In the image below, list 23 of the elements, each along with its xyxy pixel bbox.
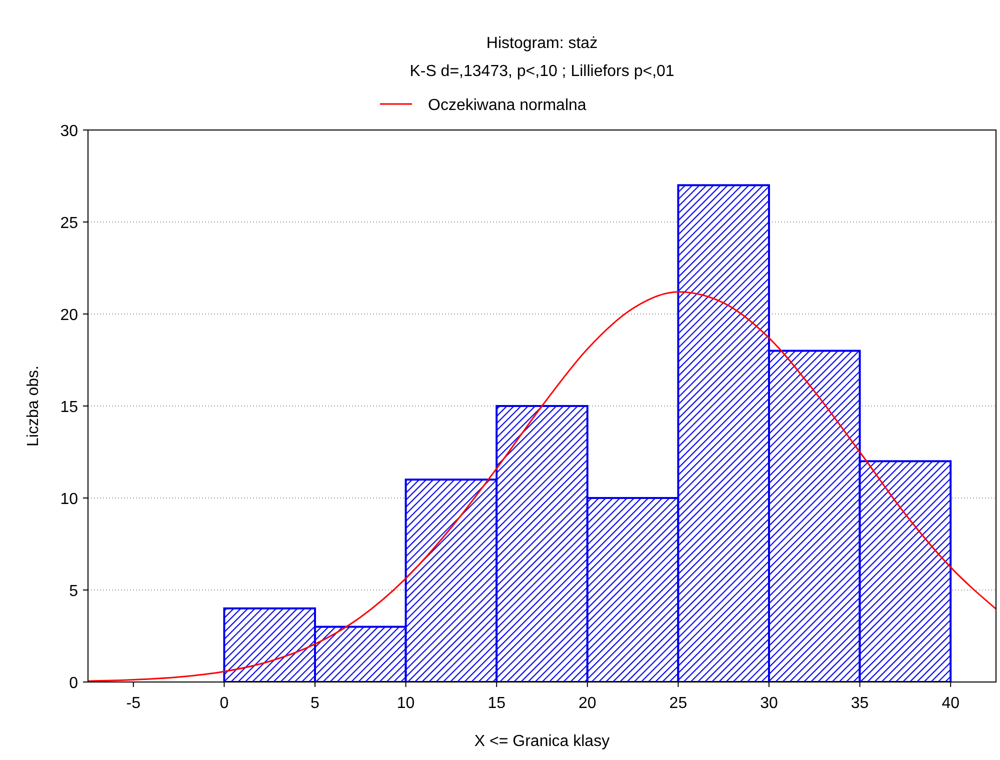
line-series	[88, 291, 996, 682]
y-tick-label: 20	[60, 307, 78, 324]
x-tick-label: 30	[760, 695, 778, 712]
x-tick-label: 10	[396, 695, 415, 712]
x-axis-title: X <= Granica klasy	[474, 733, 610, 750]
y-tick-label: 5	[69, 583, 78, 600]
x-tick-label: -5	[126, 695, 141, 712]
y-axis-title: Liczba obs.	[25, 366, 42, 446]
x-tick-label: 5	[310, 695, 320, 712]
y-tick-label: 25	[60, 215, 78, 232]
x-tick-label: 0	[220, 695, 229, 712]
y-tick-label: 15	[60, 399, 78, 416]
chart-subtitle: K-S d=,13473, p<,10 ; Lilliefors p<,01	[410, 63, 674, 80]
x-tick-label: 35	[850, 695, 869, 712]
y-tick-label: 0	[69, 675, 78, 692]
legend-label: Oczekiwana normalna	[428, 97, 586, 114]
x-tick-label: 40	[942, 695, 960, 712]
x-tick-label: 15	[488, 695, 506, 712]
y-tick-label: 10	[60, 491, 78, 508]
x-tick-label: 25	[669, 695, 688, 712]
chart-title: Histogram: staż	[486, 35, 598, 52]
x-tick-label: 20	[578, 695, 596, 712]
y-tick-label: 30	[60, 123, 78, 140]
